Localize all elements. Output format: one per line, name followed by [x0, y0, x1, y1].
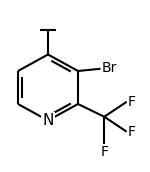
- Text: F: F: [128, 125, 135, 139]
- Text: Br: Br: [101, 61, 117, 75]
- Text: F: F: [100, 144, 108, 159]
- Text: N: N: [42, 113, 54, 128]
- Text: F: F: [128, 95, 135, 109]
